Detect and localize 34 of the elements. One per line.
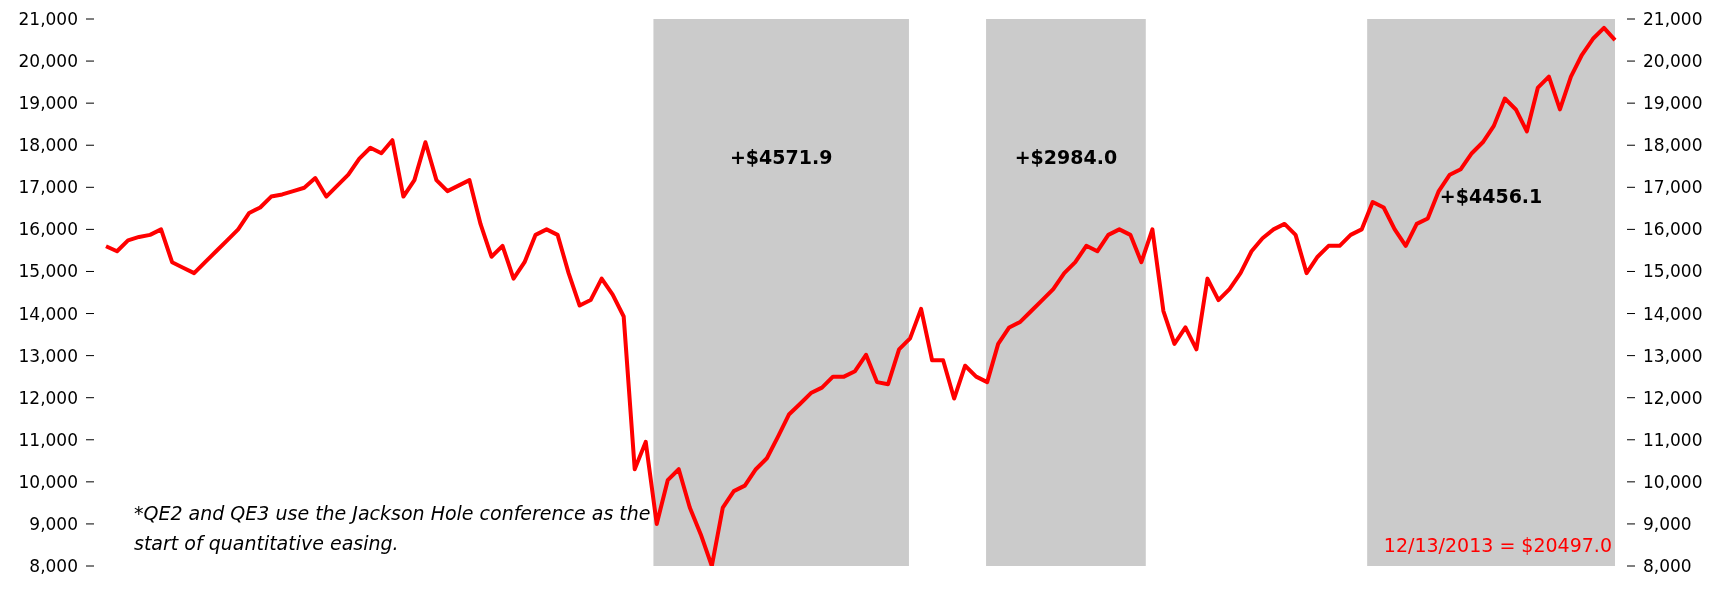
y-tick-label: 9,000 — [29, 513, 78, 534]
y2-tick-label: 12,000 — [1643, 387, 1703, 408]
y-tick-label: 12,000 — [18, 387, 78, 408]
line-series — [104, 25, 1617, 566]
y2-tick-label: 21,000 — [1643, 9, 1703, 29]
y-tick-label: 18,000 — [18, 135, 78, 156]
y2-tick-label: 17,000 — [1643, 177, 1703, 198]
y2-tick-label: 13,000 — [1643, 345, 1703, 366]
y-tick-label: 19,000 — [18, 93, 78, 114]
y2-tick-label: 8,000 — [1643, 556, 1692, 576]
y2-tick-label: 19,000 — [1643, 93, 1703, 114]
y2-tick-label: 20,000 — [1643, 51, 1703, 72]
y-tick-label: 17,000 — [18, 177, 78, 198]
annotation: *QE2 and QE3 use the Jackson Hole conference as the start of quantitative easing. — [134, 501, 652, 556]
y-tick-label: 13,000 — [18, 345, 78, 366]
y-tick-label: 8,000 — [29, 556, 78, 576]
y-tick-label: 11,000 — [18, 429, 78, 450]
y2-tick-label: 18,000 — [1643, 135, 1703, 156]
y-tick-label: 14,000 — [18, 303, 78, 324]
y2-tick-label: 9,000 — [1643, 513, 1692, 534]
y-tick-label: 15,000 — [18, 261, 78, 282]
y2-tick-label: 15,000 — [1643, 261, 1703, 282]
y2-tick-label: 14,000 — [1643, 303, 1703, 324]
y-tick-label: 20,000 — [18, 51, 78, 72]
y2-tick-label: 11,000 — [1643, 429, 1703, 450]
y2-tick-label: 10,000 — [1643, 471, 1703, 492]
annotation: +$2984.0 — [1013, 146, 1119, 169]
y-tick-label: 16,000 — [18, 219, 78, 240]
annotation: +$4456.1 — [1438, 184, 1544, 207]
annotation: +$4571.9 — [728, 146, 834, 169]
y-tick-label: 21,000 — [18, 9, 78, 29]
y-tick-label: 10,000 — [18, 471, 78, 492]
y2-tick-label: 16,000 — [1643, 219, 1703, 240]
annotation: 12/13/2013 = $20497.0 — [1383, 534, 1612, 556]
